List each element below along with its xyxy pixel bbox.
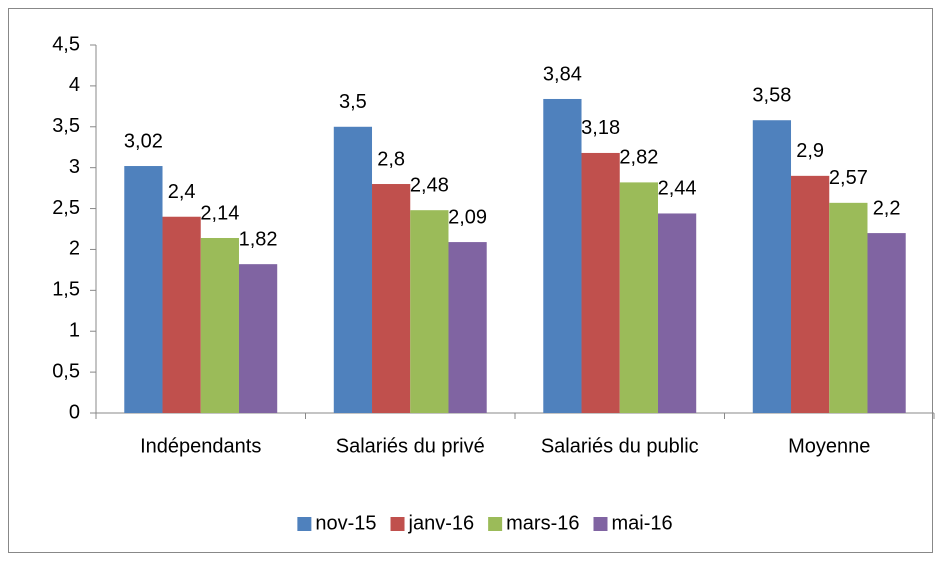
value-label: 2,57 (829, 167, 868, 189)
bar (543, 98, 582, 414)
x-tick-label: Salariés du public (541, 435, 699, 457)
x-tick-label: Salariés du privé (336, 435, 485, 457)
bar (448, 242, 487, 413)
legend-label: mars-16 (506, 512, 579, 534)
value-label: 3,58 (752, 85, 791, 107)
legend-label: janv-16 (408, 512, 475, 534)
legend-swatch (390, 517, 405, 531)
bar (200, 237, 239, 413)
y-tick-label: 1,5 (52, 279, 80, 301)
value-label: 2,44 (658, 178, 697, 200)
value-label: 2,8 (377, 148, 405, 170)
bar (752, 120, 792, 413)
bar (333, 126, 373, 414)
bar (657, 213, 697, 413)
y-tick-label: 2,5 (52, 197, 80, 219)
bar (372, 184, 411, 413)
value-label: 2,14 (200, 202, 239, 224)
y-tick-label: 4,5 (52, 33, 80, 55)
legend-label: nov-15 (315, 512, 376, 534)
legend-swatch (593, 517, 608, 531)
legend-swatch (297, 517, 312, 531)
value-label: 2,4 (168, 181, 196, 203)
y-tick-label: 3 (69, 156, 80, 178)
value-label: 2,2 (873, 197, 901, 219)
value-label: 3,84 (543, 63, 582, 85)
x-tick-label: Moyenne (788, 435, 870, 457)
bar (162, 216, 201, 413)
bar (238, 264, 278, 413)
y-tick-label: 4 (69, 74, 80, 96)
legend-swatch (488, 517, 503, 531)
x-tick-label: Indépendants (140, 435, 261, 457)
legend-label: mai-16 (611, 512, 672, 534)
bar (410, 210, 449, 413)
bar (619, 182, 658, 413)
value-label: 2,82 (619, 147, 658, 169)
value-label: 1,82 (239, 228, 278, 250)
value-label: 2,48 (410, 174, 449, 196)
bar (581, 152, 620, 414)
y-tick-label: 1 (69, 320, 80, 342)
y-tick-label: 0 (69, 401, 80, 423)
bar (791, 175, 830, 413)
y-tick-label: 3,5 (52, 115, 80, 137)
value-label: 3,18 (581, 117, 620, 139)
value-label: 2,09 (448, 206, 487, 228)
value-label: 3,5 (339, 91, 367, 113)
value-label: 2,9 (796, 140, 824, 162)
bar (829, 202, 868, 413)
bar (867, 233, 906, 413)
y-tick-label: 2 (69, 238, 80, 260)
y-tick-label: 0,5 (52, 360, 80, 382)
bar (124, 166, 163, 413)
value-label: 3,02 (124, 130, 163, 152)
